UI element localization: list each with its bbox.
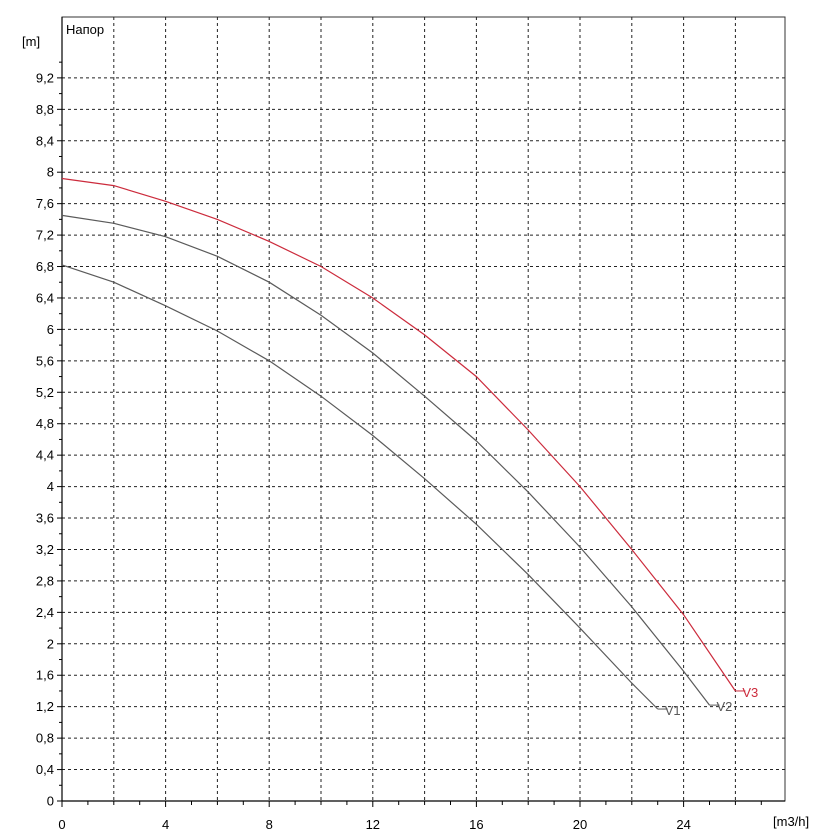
series-label-v1: V1 <box>665 703 681 718</box>
y-tick-label: 6,8 <box>36 259 54 274</box>
y-tick-label: 8,8 <box>36 102 54 117</box>
y-ticks: 0 0,4 0,8 1,2 1,6 2 2,4 2,8 3,2 3,6 4 4,4 4,8 5,2 5,6 6… <box>36 61 62 809</box>
series-line-v1 <box>61 264 659 710</box>
y-tick-label: 5,2 <box>36 385 54 400</box>
y-tick-label: 0,4 <box>36 762 54 777</box>
y-tick-label: 3,6 <box>36 511 54 526</box>
y-tick-label: 1,6 <box>36 668 54 683</box>
y-tick-label: 7,6 <box>36 196 54 211</box>
chart-title: Напор <box>66 22 104 37</box>
grid <box>62 17 785 801</box>
y-tick-label: 4 <box>47 479 54 494</box>
y-tick-label: 3,2 <box>36 542 54 557</box>
y-tick-label: 2 <box>47 636 54 651</box>
x-axis-unit-label: [m3/h] <box>773 814 809 829</box>
series-group: V1 V2 V3 <box>61 177 758 718</box>
y-tick-label: 0,8 <box>36 731 54 746</box>
y-tick-label: 6,4 <box>36 290 54 305</box>
y-tick-label: 2,8 <box>36 573 54 588</box>
x-ticks: 0 4 8 12 16 20 24 <box>58 801 762 832</box>
plot-frame <box>61 16 786 802</box>
x-tick-label: 4 <box>162 817 169 832</box>
x-tick-label: 8 <box>266 817 273 832</box>
x-tick-label: 12 <box>366 817 380 832</box>
y-tick-label: 0 <box>47 794 54 809</box>
y-tick-label: 8,4 <box>36 133 54 148</box>
y-tick-label: 4,8 <box>36 416 54 431</box>
series-label-v3: V3 <box>742 685 758 700</box>
x-tick-label: 16 <box>469 817 483 832</box>
y-tick-label: 9,2 <box>36 70 54 85</box>
x-tick-label: 0 <box>58 817 65 832</box>
y-tick-label: 4,4 <box>36 448 54 463</box>
y-tick-label: 2,4 <box>36 605 54 620</box>
y-tick-label: 1,2 <box>36 699 54 714</box>
y-tick-label: 5,6 <box>36 353 54 368</box>
series-label-v2: V2 <box>717 699 733 714</box>
x-tick-label: 20 <box>573 817 587 832</box>
series-line-v2 <box>61 214 710 706</box>
series-line-v3 <box>61 177 736 692</box>
y-tick-label: 6 <box>47 322 54 337</box>
y-axis-unit-label: [m] <box>22 34 40 49</box>
y-tick-label: 8 <box>47 165 54 180</box>
x-tick-label: 24 <box>676 817 690 832</box>
y-tick-label: 7,2 <box>36 228 54 243</box>
axes <box>61 17 785 802</box>
